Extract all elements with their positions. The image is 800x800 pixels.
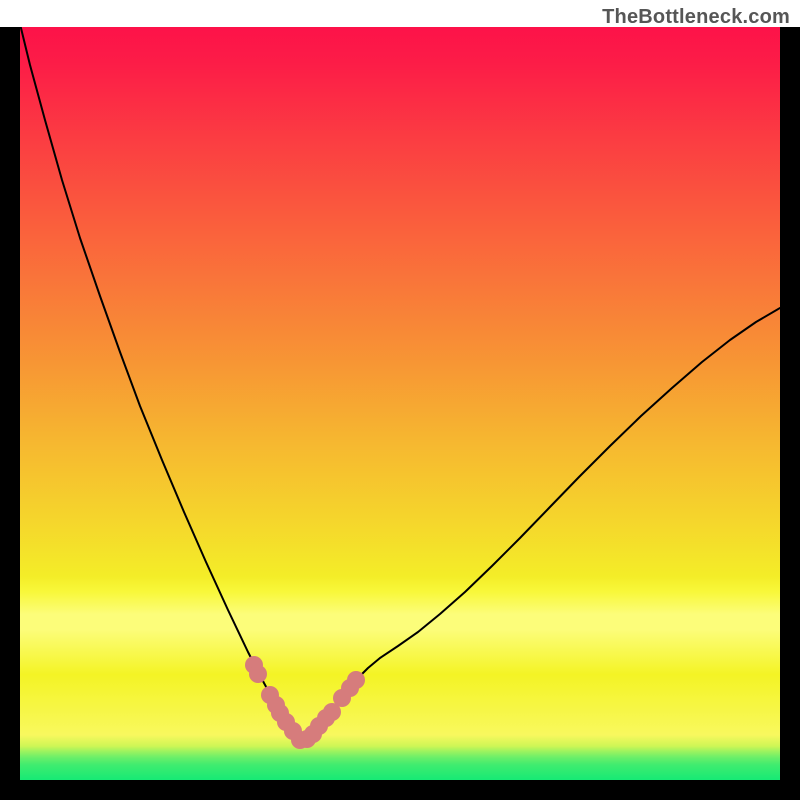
chart-canvas	[0, 0, 800, 800]
watermark-label: TheBottleneck.com	[602, 6, 790, 29]
marker-dot	[347, 671, 365, 689]
marker-dot	[249, 665, 267, 683]
chart-container: TheBottleneck.com	[0, 0, 800, 800]
gradient-background	[20, 27, 780, 780]
